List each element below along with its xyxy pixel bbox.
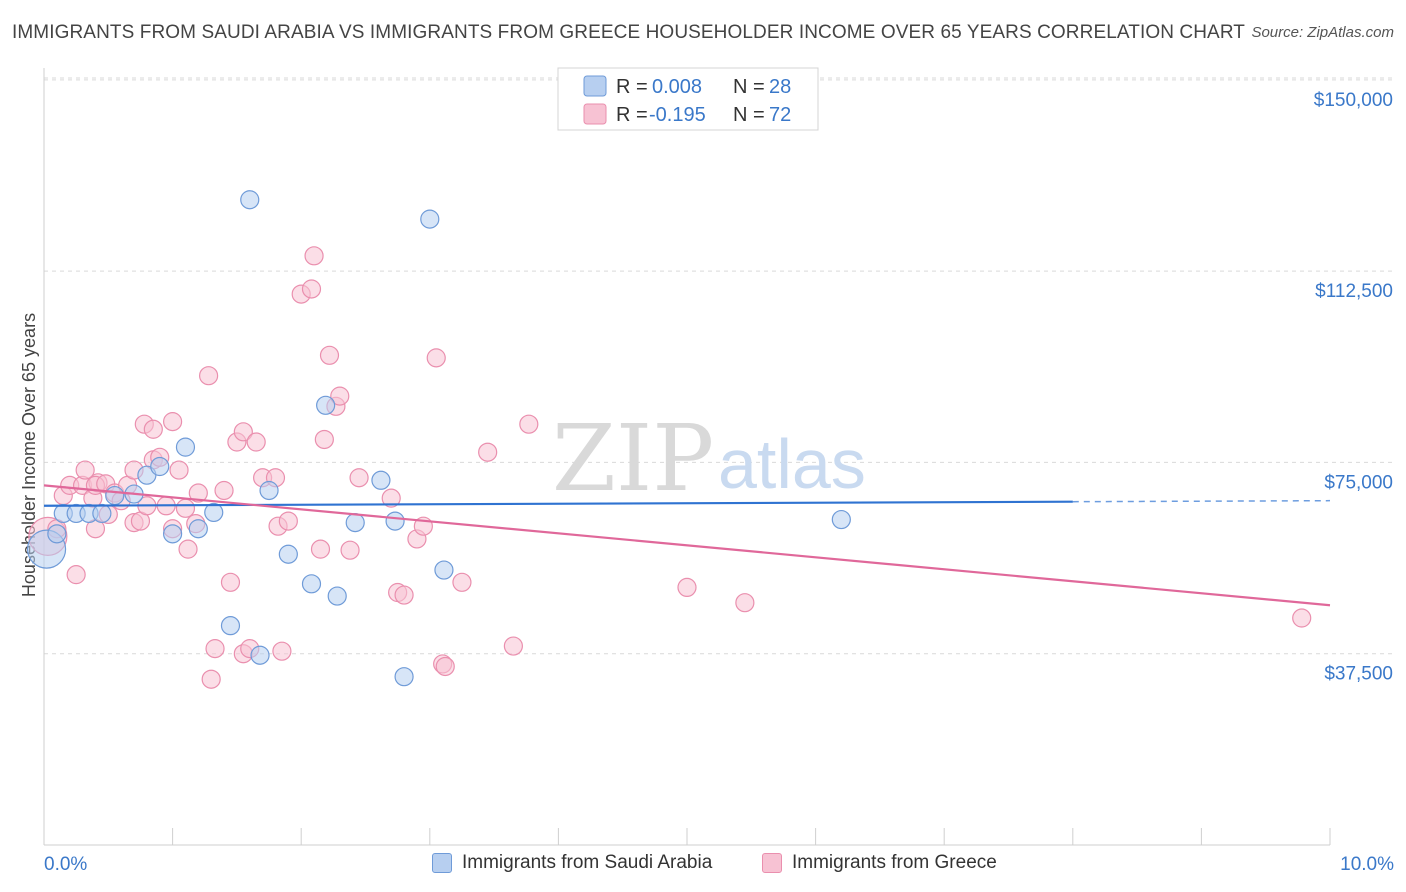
- data-point: [163, 412, 183, 432]
- legend-n-label-greece: N =: [733, 104, 765, 126]
- saudi-points: [26, 190, 851, 687]
- data-point: [301, 279, 322, 299]
- y-tick-label: $75,000: [1324, 472, 1393, 493]
- source-label: Source: ZipAtlas.com: [1251, 24, 1394, 41]
- data-point: [385, 511, 405, 531]
- grid-lines: [44, 77, 1394, 655]
- legend-r-label-greece: R =: [616, 104, 648, 126]
- data-point: [204, 502, 224, 523]
- bottom-legend-label-greece: Immigrants from Greece: [792, 852, 997, 873]
- data-point: [75, 460, 95, 480]
- data-point: [503, 636, 523, 656]
- legend-swatch-saudi: [583, 75, 607, 97]
- data-point: [831, 509, 851, 530]
- y-tick-label: $37,500: [1324, 664, 1393, 685]
- data-point: [178, 539, 198, 559]
- data-point: [199, 366, 219, 386]
- data-point: [371, 470, 391, 490]
- data-point: [220, 616, 241, 636]
- trend-line-saudi: [43, 500, 1073, 507]
- data-point: [381, 488, 401, 508]
- data-point: [278, 511, 298, 531]
- data-point: [349, 468, 369, 488]
- legend-swatch-greece: [583, 103, 607, 125]
- data-point: [677, 577, 697, 598]
- bottom-legend-item-saudi: Immigrants from Saudi Arabia: [432, 852, 712, 874]
- data-point: [175, 437, 196, 457]
- trend-lines: [43, 484, 1331, 607]
- data-point: [394, 585, 414, 605]
- data-point: [105, 485, 125, 506]
- data-point: [246, 432, 266, 452]
- bottom-legend: Immigrants from Saudi Arabia Immigrants …: [0, 852, 1406, 878]
- x-tick-max: 10.0%: [1340, 854, 1394, 875]
- data-point: [327, 586, 347, 606]
- data-point: [201, 669, 221, 689]
- data-point: [250, 645, 270, 665]
- bottom-legend-label-saudi: Immigrants from Saudi Arabia: [462, 852, 713, 873]
- data-point: [394, 667, 414, 687]
- data-point: [519, 414, 539, 434]
- legend-r-label-saudi: R =: [616, 76, 648, 98]
- data-point: [66, 565, 86, 585]
- data-point: [310, 539, 331, 559]
- data-point: [47, 524, 67, 544]
- legend-r-value-saudi: 0.008: [652, 76, 702, 98]
- data-point: [188, 519, 208, 539]
- data-point: [301, 574, 322, 594]
- data-point: [143, 419, 163, 439]
- legend-n-value-greece: 72: [769, 104, 791, 126]
- data-point: [175, 498, 196, 518]
- data-point: [214, 480, 234, 501]
- data-point: [220, 572, 241, 592]
- axes: [43, 68, 1331, 846]
- y-tick-labels: $37,500 $75,000 $112,500 $150,000: [1314, 90, 1393, 685]
- data-point: [316, 395, 336, 415]
- greece-points: [28, 246, 1312, 689]
- data-point: [420, 209, 440, 229]
- data-point: [304, 246, 324, 266]
- data-point: [452, 572, 472, 592]
- data-point: [233, 422, 253, 442]
- trend-line-saudi-extension: [1072, 499, 1331, 503]
- bottom-legend-item-greece: Immigrants from Greece: [762, 852, 997, 874]
- watermark-zip: ZIP: [552, 405, 714, 512]
- data-point: [345, 513, 365, 533]
- bottom-legend-swatch-greece: [762, 853, 782, 873]
- data-point: [163, 524, 183, 544]
- x-tick-min: 0.0%: [44, 854, 87, 875]
- data-point: [272, 641, 292, 661]
- data-point: [434, 560, 454, 580]
- watermark-atlas: atlas: [718, 425, 866, 503]
- data-point: [319, 345, 340, 365]
- data-point: [435, 656, 455, 677]
- data-point: [150, 456, 170, 477]
- data-point: [92, 503, 112, 524]
- legend-r-value-greece: -0.195: [649, 104, 706, 126]
- y-tick-label: $150,000: [1314, 90, 1393, 111]
- legend-n-value-saudi: 28: [769, 76, 791, 98]
- chart-title: IMMIGRANTS FROM SAUDI ARABIA VS IMMIGRAN…: [12, 22, 1246, 43]
- data-point: [205, 639, 225, 659]
- data-point: [259, 480, 279, 501]
- trend-line-greece: [43, 484, 1331, 607]
- data-point: [1292, 608, 1312, 628]
- data-point: [169, 460, 189, 480]
- data-point: [188, 483, 208, 503]
- data-point: [478, 442, 498, 462]
- data-point: [426, 348, 446, 368]
- data-point: [330, 386, 350, 406]
- data-point: [735, 593, 755, 613]
- legend-box: R = 0.008 N = 28 R = -0.195 N = 72: [557, 67, 819, 131]
- watermark: ZIP atlas: [552, 405, 866, 512]
- data-point: [340, 540, 360, 560]
- legend-n-label-saudi: N =: [733, 76, 765, 98]
- y-tick-label: $112,500: [1315, 281, 1393, 302]
- data-point: [240, 190, 260, 210]
- data-point: [278, 544, 298, 564]
- data-point: [314, 429, 334, 450]
- bottom-legend-swatch-saudi: [432, 853, 452, 873]
